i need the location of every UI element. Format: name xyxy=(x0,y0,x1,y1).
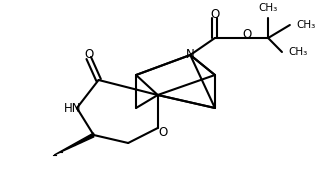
Polygon shape xyxy=(54,133,94,155)
Text: O: O xyxy=(84,49,93,61)
Text: O: O xyxy=(210,8,220,21)
Text: HN: HN xyxy=(64,102,82,115)
Text: CH₃: CH₃ xyxy=(259,3,278,13)
Text: N: N xyxy=(186,48,195,61)
Text: CH₃: CH₃ xyxy=(289,47,308,57)
Text: CH₃: CH₃ xyxy=(297,20,316,30)
Text: O: O xyxy=(158,125,167,139)
Text: O: O xyxy=(243,27,252,40)
